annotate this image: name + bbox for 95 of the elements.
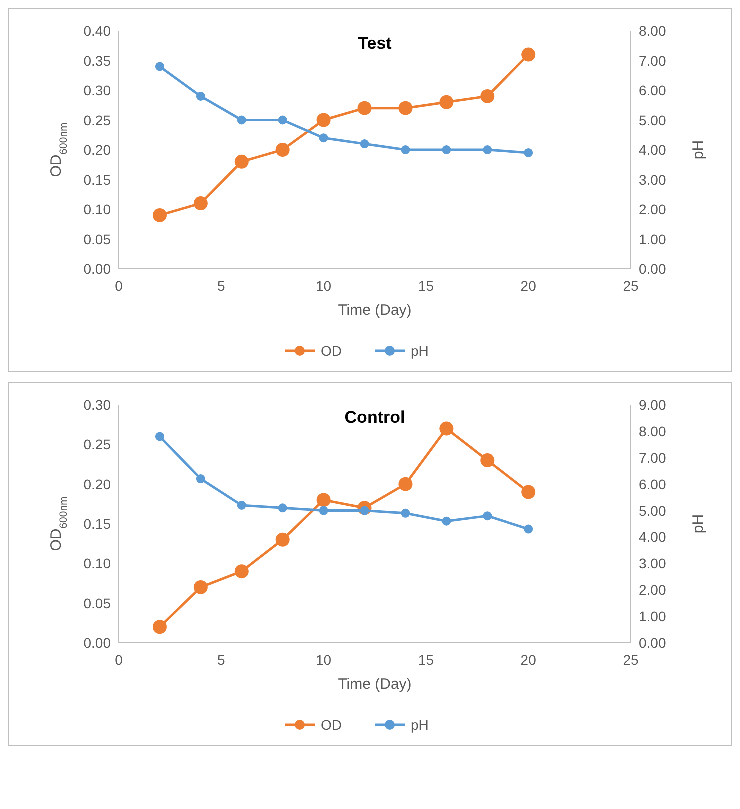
x-tick-label: 10 bbox=[316, 652, 332, 668]
y-tick-label: 0.05 bbox=[84, 231, 112, 248]
point bbox=[234, 154, 249, 169]
point bbox=[524, 524, 534, 534]
y2-tick-label: 4.00 bbox=[639, 529, 666, 546]
x-tick-label: 25 bbox=[623, 652, 639, 668]
y2-tick-label: 1.00 bbox=[639, 608, 666, 625]
chart-title: Control bbox=[344, 408, 406, 427]
legend-label: OD bbox=[321, 717, 342, 733]
point bbox=[278, 116, 288, 125]
y-tick-label: 0.25 bbox=[84, 112, 112, 128]
y2-tick-label: 4.00 bbox=[639, 142, 666, 158]
point bbox=[398, 101, 413, 116]
point bbox=[440, 422, 454, 436]
point bbox=[196, 474, 206, 484]
y2-tick-label: 6.00 bbox=[639, 476, 666, 492]
point bbox=[483, 512, 492, 521]
y-tick-label: 0.00 bbox=[84, 261, 112, 277]
point bbox=[442, 146, 452, 154]
point bbox=[194, 196, 208, 211]
x-axis-title: Time (Day) bbox=[338, 676, 412, 693]
x-tick-label: 20 bbox=[520, 278, 537, 294]
x-tick-label: 15 bbox=[418, 652, 434, 668]
point bbox=[401, 508, 410, 518]
y2-tick-label: 0.00 bbox=[639, 635, 666, 651]
y2-tick-label: 6.00 bbox=[639, 82, 666, 98]
point bbox=[155, 62, 164, 72]
y-tick-label: 0.10 bbox=[84, 556, 112, 572]
point bbox=[194, 580, 208, 594]
y2-tick-label: 1.00 bbox=[639, 231, 666, 248]
point bbox=[480, 454, 495, 468]
point bbox=[524, 148, 534, 158]
x-tick-label: 10 bbox=[316, 278, 332, 294]
y2-tick-label: 0.00 bbox=[639, 261, 666, 277]
point bbox=[442, 516, 452, 526]
y-tick-label: 0.00 bbox=[84, 635, 112, 651]
y-tick-label: 0.30 bbox=[84, 82, 112, 98]
x-axis-title: Time (Day) bbox=[338, 302, 412, 319]
legend-label: OD bbox=[321, 343, 342, 359]
y-tick-label: 0.30 bbox=[84, 397, 112, 413]
point bbox=[398, 477, 413, 492]
y-tick-label: 0.40 bbox=[84, 23, 112, 39]
x-tick-label: 0 bbox=[115, 652, 124, 668]
y2-tick-label: 5.00 bbox=[639, 112, 666, 128]
x-tick-label: 20 bbox=[520, 652, 537, 668]
x-tick-label: 5 bbox=[218, 278, 226, 294]
point bbox=[278, 504, 288, 513]
point bbox=[152, 620, 167, 634]
point bbox=[276, 532, 290, 547]
point bbox=[480, 89, 495, 104]
y2-tick-label: 3.00 bbox=[639, 556, 666, 572]
point bbox=[522, 485, 536, 500]
y-tick-label: 0.10 bbox=[84, 202, 112, 218]
point bbox=[316, 113, 331, 128]
y2-tick-label: 7.00 bbox=[639, 52, 666, 69]
y-tick-label: 0.15 bbox=[84, 516, 112, 532]
y2-tick-label: 5.00 bbox=[639, 502, 666, 519]
chart-title: Test bbox=[358, 34, 392, 53]
y2-axis-title: pH bbox=[690, 140, 707, 160]
point bbox=[319, 134, 328, 143]
y-tick-label: 0.05 bbox=[84, 595, 112, 612]
y-tick-label: 0.35 bbox=[84, 52, 112, 69]
y2-tick-label: 9.00 bbox=[639, 397, 666, 413]
point bbox=[319, 506, 328, 516]
y2-tick-label: 7.00 bbox=[639, 450, 666, 466]
point bbox=[152, 208, 167, 222]
y2-tick-label: 2.00 bbox=[639, 582, 666, 598]
point bbox=[483, 146, 492, 154]
y2-tick-label: 8.00 bbox=[639, 23, 666, 39]
x-tick-label: 15 bbox=[418, 278, 434, 294]
point bbox=[155, 432, 164, 442]
y2-axis-title: pH bbox=[690, 514, 707, 534]
point bbox=[440, 95, 454, 110]
point bbox=[196, 92, 206, 101]
legend-label: pH bbox=[411, 717, 429, 733]
point bbox=[237, 500, 246, 510]
x-tick-label: 25 bbox=[623, 278, 639, 294]
point bbox=[316, 493, 331, 508]
point bbox=[360, 140, 370, 149]
y-tick-label: 0.25 bbox=[84, 436, 112, 453]
y-tick-label: 0.15 bbox=[84, 172, 112, 188]
point bbox=[522, 48, 536, 62]
point bbox=[358, 101, 372, 116]
y2-tick-label: 3.00 bbox=[639, 172, 666, 188]
x-tick-label: 0 bbox=[115, 278, 124, 294]
legend-label: pH bbox=[411, 343, 429, 359]
point bbox=[234, 564, 249, 579]
y2-tick-label: 2.00 bbox=[639, 202, 666, 218]
y-tick-label: 0.20 bbox=[84, 142, 112, 158]
y2-tick-label: 8.00 bbox=[639, 423, 666, 440]
point bbox=[237, 116, 246, 125]
y-tick-label: 0.20 bbox=[84, 476, 112, 492]
point bbox=[276, 143, 290, 157]
x-tick-label: 5 bbox=[218, 652, 226, 668]
point bbox=[401, 146, 410, 154]
